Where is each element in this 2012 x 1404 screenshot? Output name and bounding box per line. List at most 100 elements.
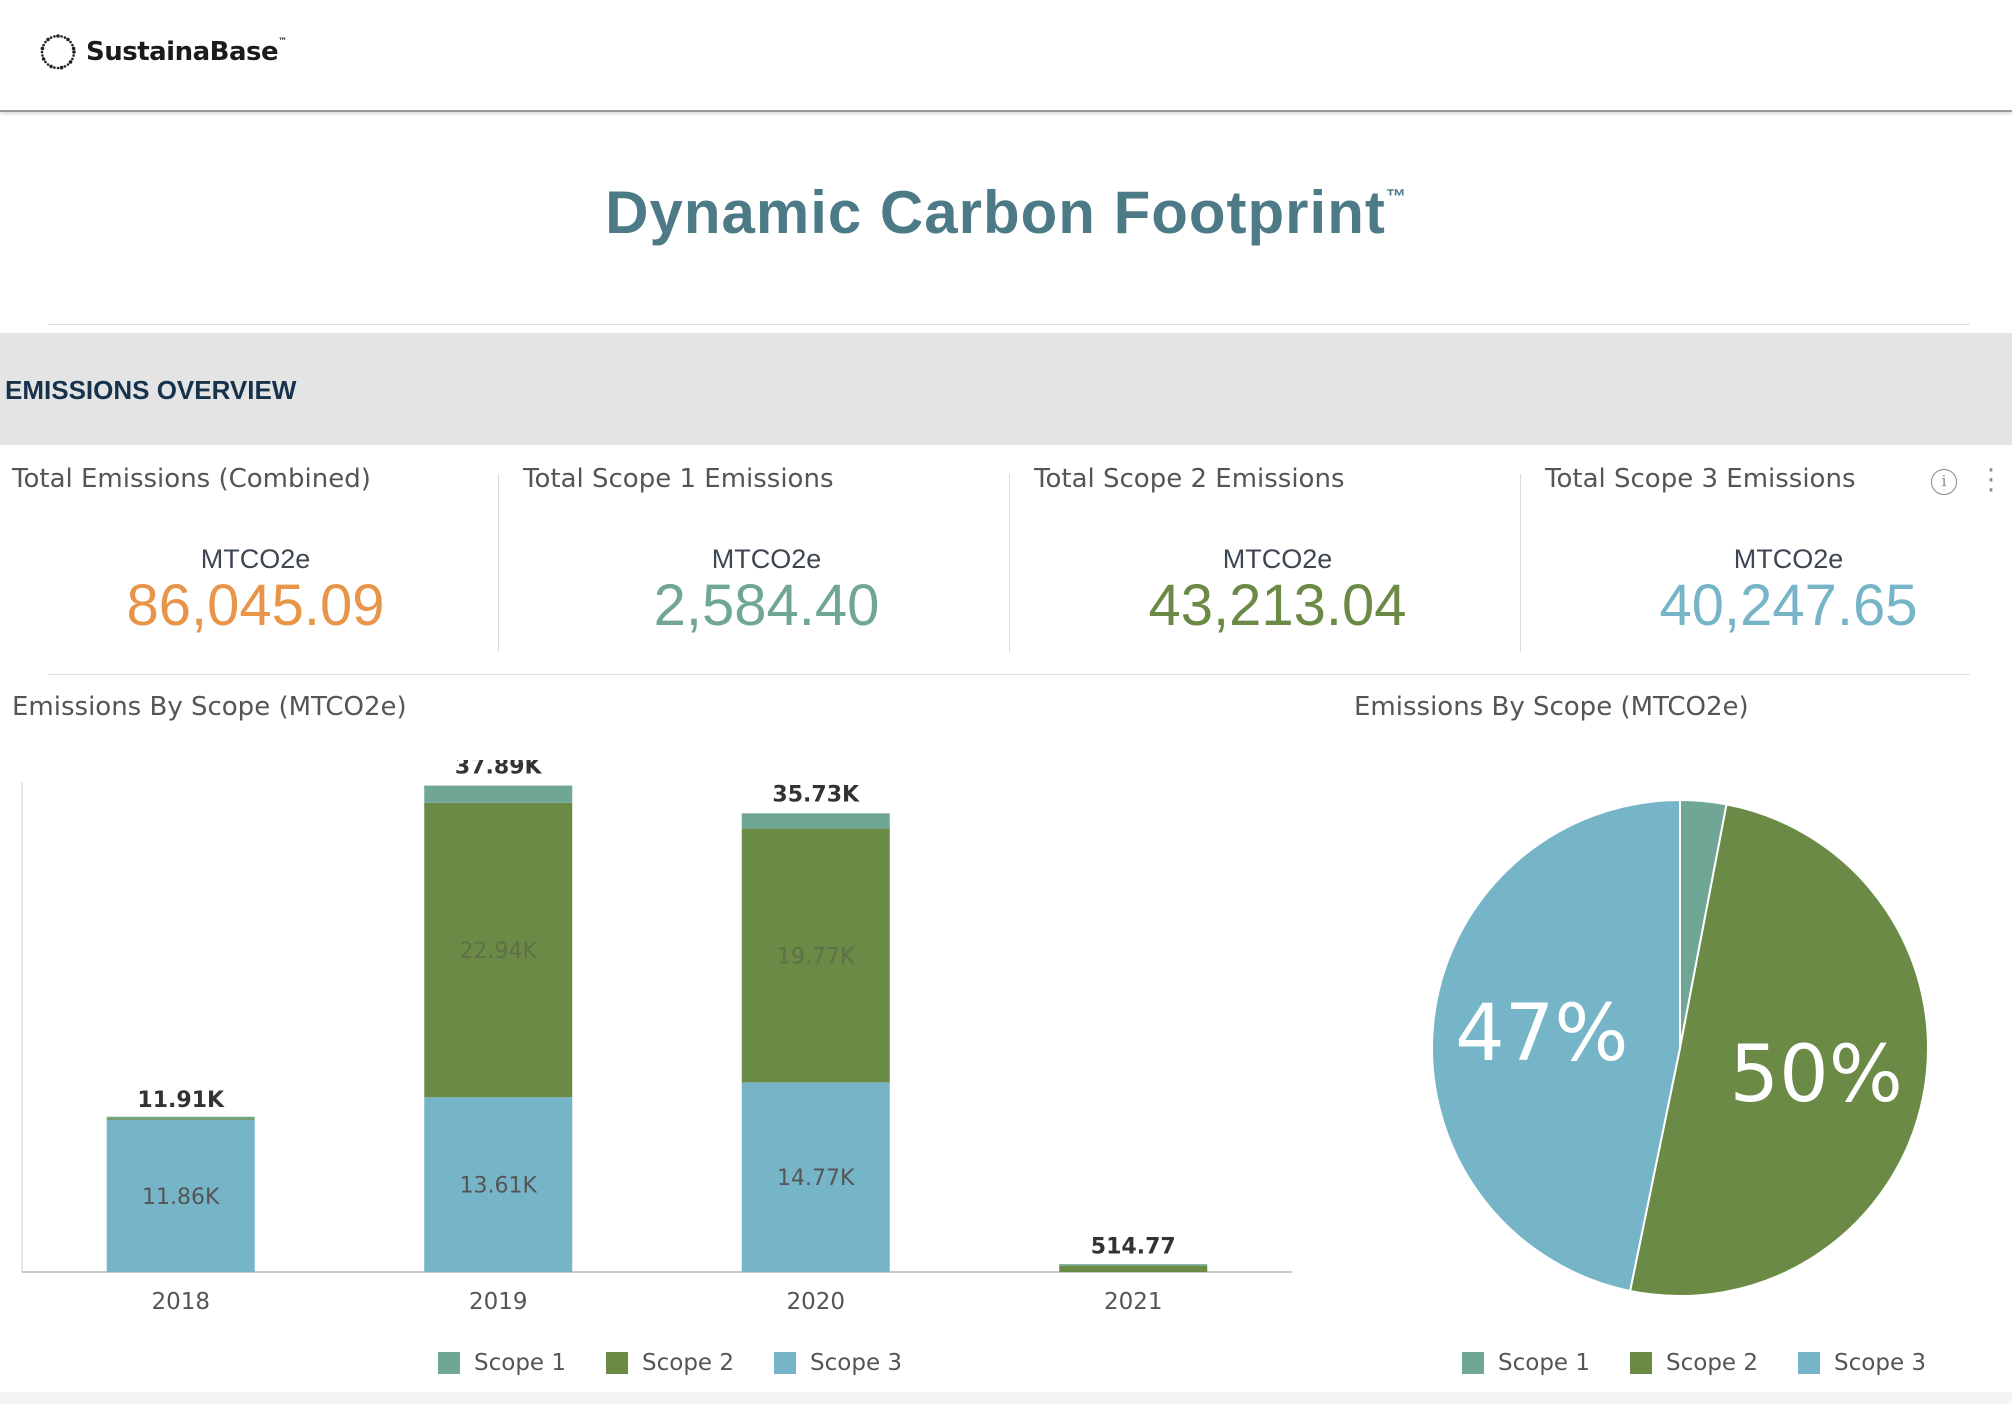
logo-dot	[46, 37, 50, 42]
stacked-bar-chart: 11.86K 11.91K 2018 13.61K 22.94K 37.89K 2019 14…	[21, 760, 1292, 1315]
kpi-value: 40,247.65	[1659, 573, 1918, 638]
pie-chart-title: Emissions By Scope (MTCO2e)	[1354, 692, 1749, 722]
bar-segment-scope2[interactable]	[106, 1118, 255, 1120]
legend-item-scope1[interactable]: Scope 1	[438, 1350, 566, 1376]
legend-label: Scope 2	[1666, 1350, 1759, 1376]
legend-item-scope3[interactable]: Scope 3	[774, 1350, 902, 1376]
bar-segment-scope2[interactable]	[424, 802, 573, 1098]
kpi-divider	[1520, 474, 1521, 652]
more-vertical-icon[interactable]: · · ·	[1986, 456, 1996, 506]
legend-label: Scope 2	[642, 1350, 735, 1376]
kpi-card-scope3: Total Scope 3 Emissions MTCO2e 40,247.65	[1533, 448, 2012, 653]
logo-dot	[66, 37, 70, 42]
pie-slice-scope2[interactable]	[1628, 803, 1929, 1297]
logo-dot	[66, 63, 70, 66]
kpi-unit: MTCO2e	[200, 544, 311, 574]
x-tick-label: 2021	[1104, 1289, 1163, 1315]
bar-segment-scope2[interactable]	[741, 828, 890, 1083]
segment-data-label: 22.94K	[460, 939, 538, 964]
top-bar: SustainaBase™	[0, 0, 2012, 112]
legend-swatch	[1462, 1352, 1484, 1374]
legend-item-scope1[interactable]: Scope 1	[1462, 1350, 1590, 1376]
logo-dot	[63, 36, 67, 39]
bar-segment-scope1[interactable]	[424, 785, 573, 803]
x-tick-label: 2020	[786, 1289, 845, 1315]
bar-chart-title: Emissions By Scope (MTCO2e)	[12, 692, 407, 722]
bar-segment-scope3[interactable]	[106, 1119, 255, 1272]
kpi-title: Total Scope 2 Emissions	[1034, 464, 1345, 494]
logo-dot	[56, 66, 60, 70]
brand-logo[interactable]: SustainaBase™	[38, 32, 287, 72]
logo-dot	[40, 46, 45, 51]
segment-data-label: 14.77K	[777, 1166, 855, 1191]
kpi-unit: MTCO2e	[1222, 544, 1333, 574]
bar-segment-scope3[interactable]	[741, 1082, 890, 1272]
logo-dot	[72, 50, 76, 54]
legend-swatch	[606, 1352, 629, 1374]
logo-dot	[46, 63, 50, 66]
kpi-unit: MTCO2e	[711, 544, 822, 574]
logo-dot	[41, 54, 44, 57]
info-icon[interactable]: i	[1931, 469, 1957, 495]
logo-icon	[40, 34, 76, 70]
kpi-unit: MTCO2e	[1733, 544, 1844, 574]
kpi-title: Total Emissions (Combined)	[12, 464, 371, 494]
bar-total-label: 514.77	[1091, 1234, 1176, 1259]
bar-total-label: 11.91K	[137, 1088, 225, 1113]
legend-item-scope3[interactable]: Scope 3	[1798, 1350, 1926, 1376]
divider	[48, 674, 1970, 675]
pie-slice-label: 50%	[1730, 1030, 1903, 1120]
logo-dot	[68, 60, 73, 64]
kpi-title: Total Scope 3 Emissions	[1545, 464, 1856, 494]
logo-dot	[49, 36, 53, 39]
bar-segment-scope2[interactable]	[1059, 1265, 1208, 1272]
segment-data-label: 13.61K	[460, 1174, 538, 1199]
divider	[48, 324, 1970, 325]
legend-label: Scope 3	[810, 1350, 903, 1376]
logo-dot	[53, 35, 56, 38]
kpi-card-combined: Total Emissions (Combined) MTCO2e 86,045…	[0, 448, 511, 653]
legend-label: Scope 1	[474, 1350, 567, 1376]
pie-slice-scope3[interactable]	[1431, 798, 1681, 1293]
logo-dot	[53, 66, 56, 69]
segment-data-label: 11.86K	[142, 1185, 220, 1210]
section-title: EMISSIONS OVERVIEW	[5, 375, 297, 405]
logo-dot	[71, 57, 74, 61]
bar-segment-scope1[interactable]	[106, 1116, 255, 1119]
legend-swatch	[438, 1352, 460, 1374]
brand-name: SustainaBase™	[86, 37, 287, 67]
pie-chart-legend: Scope 1 Scope 2 Scope 3	[1462, 1350, 1966, 1376]
logo-dot	[60, 35, 63, 38]
logo-dot	[49, 64, 53, 69]
bar-total-label: 37.89K	[455, 760, 543, 780]
bar-chart-legend: Scope 1 Scope 2 Scope 3	[438, 1350, 942, 1376]
bar-total-label: 35.73K	[772, 782, 860, 807]
legend-item-scope2[interactable]: Scope 2	[606, 1350, 734, 1376]
logo-dot	[63, 65, 67, 68]
pie-slice-label: 47%	[1455, 989, 1628, 1079]
logo-dot	[69, 40, 72, 44]
legend-swatch	[1798, 1352, 1821, 1374]
logo-dot	[44, 40, 47, 44]
bottom-strip	[0, 1392, 2012, 1404]
kpi-card-scope2: Total Scope 2 Emissions MTCO2e 43,213.04	[1022, 448, 1533, 653]
legend-item-scope2[interactable]: Scope 2	[1630, 1350, 1758, 1376]
bar-segment-scope1[interactable]	[741, 813, 890, 829]
bar-segment-scope3[interactable]	[424, 1097, 573, 1272]
logo-dot	[71, 46, 76, 51]
bar-segment-scope1[interactable]	[1059, 1264, 1208, 1266]
x-tick-label: 2018	[151, 1289, 210, 1315]
x-tick-label: 2019	[469, 1289, 528, 1315]
legend-label: Scope 1	[1498, 1350, 1591, 1376]
logo-dot	[56, 34, 60, 38]
legend-swatch	[774, 1352, 797, 1374]
logo-dot	[71, 43, 74, 47]
kpi-divider	[1009, 474, 1010, 652]
kpi-value: 43,213.04	[1148, 573, 1407, 638]
kpi-value: 86,045.09	[126, 573, 385, 638]
kpi-title: Total Scope 1 Emissions	[523, 464, 834, 494]
kpi-divider	[498, 474, 499, 652]
pie-chart: 50% 47%	[1431, 798, 1929, 1297]
legend-label: Scope 3	[1834, 1350, 1927, 1376]
logo-dot	[44, 60, 47, 64]
